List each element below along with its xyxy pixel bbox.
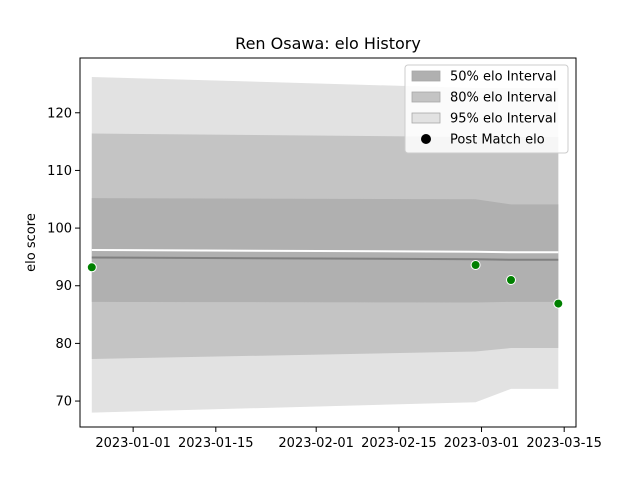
legend-label: Post Match elo (450, 133, 545, 148)
mean-line (91, 256, 559, 261)
mean-line-highlight (91, 249, 559, 254)
legend-box (404, 64, 569, 154)
plot-frame (79, 57, 577, 428)
x-tick-label: 2023-01-15 (178, 436, 254, 451)
points-group (86, 260, 564, 309)
post-match-point (470, 260, 481, 270)
x-tick-label: 2023-01-01 (95, 436, 171, 451)
chart-title: Ren Osawa: elo History (235, 34, 421, 53)
legend-swatch (411, 70, 441, 82)
legend: 50% elo Interval 80% elo Interval 95% elo … (404, 64, 569, 154)
post-match-point (506, 275, 516, 285)
legend-label: 80% elo Interval (450, 91, 557, 106)
y-axis: 70 80 90 100 110 120 (47, 106, 80, 410)
y-tick-label: 120 (47, 106, 72, 121)
legend-label: 95% elo Interval (450, 112, 557, 127)
mean-line-group (91, 249, 559, 261)
legend-swatch (411, 112, 441, 124)
x-tick-label: 2023-03-01 (444, 436, 520, 451)
legend-marker (421, 134, 431, 144)
legend-label: 50% elo Interval (450, 70, 557, 85)
y-axis-label: elo score (24, 213, 39, 272)
y-tick-label: 100 (47, 222, 72, 237)
x-tick-label: 2023-03-15 (526, 436, 602, 451)
interval-bands (91, 77, 559, 413)
y-tick-label: 80 (55, 337, 72, 352)
y-tick-label: 70 (55, 395, 72, 410)
x-axis: 2023-01-01 2023-01-15 2023-02-01 2023-02-15… (95, 427, 602, 451)
post-match-point (86, 262, 97, 273)
legend-swatch (411, 91, 441, 103)
y-tick-label: 90 (55, 279, 72, 294)
post-match-point (553, 298, 564, 309)
x-tick-label: 2023-02-15 (361, 436, 437, 451)
y-tick-label: 110 (47, 164, 72, 179)
x-tick-label: 2023-02-01 (278, 436, 354, 451)
